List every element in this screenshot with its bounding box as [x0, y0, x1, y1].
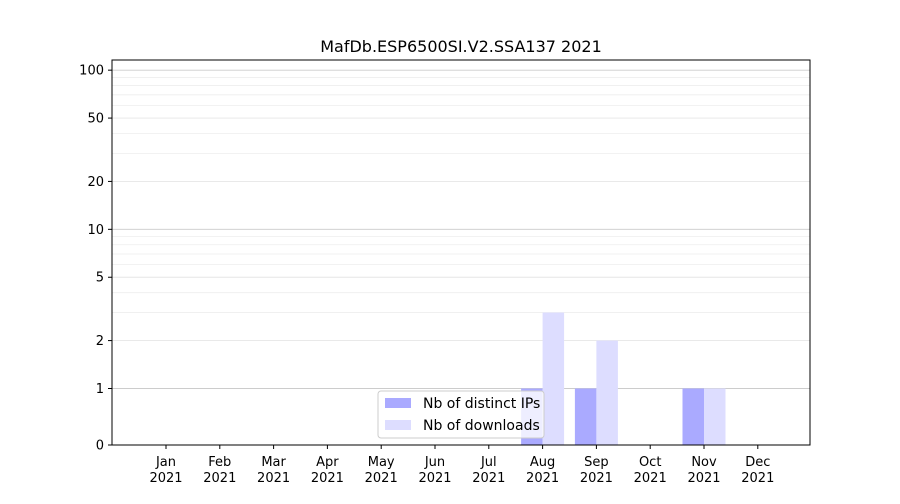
x-tick-label-year: 2021	[472, 471, 505, 486]
bar-distinct-ips-sep	[574, 388, 597, 445]
y-tick-label: 1	[96, 382, 104, 397]
legend-label-downloads: Nb of downloads	[423, 418, 540, 434]
y-tick-label: 20	[87, 175, 104, 190]
x-tick-label-year: 2021	[149, 471, 182, 486]
bar-distinct-ips-nov	[682, 388, 704, 445]
x-axis-ticks: Jan2021Feb2021Mar2021Apr2021May2021Jun20…	[149, 445, 774, 486]
legend: Nb of distinct IPs Nb of downloads	[377, 390, 545, 439]
x-tick-label-year: 2021	[580, 471, 613, 486]
x-tick-label-month: Apr	[316, 455, 339, 470]
x-tick-label-month: Feb	[208, 455, 231, 470]
x-tick-label-month: Dec	[745, 455, 770, 470]
bar-downloads-nov	[704, 388, 726, 445]
x-tick-label-month: Jul	[480, 455, 497, 470]
x-tick-label-month: Aug	[530, 455, 555, 470]
y-tick-label: 100	[79, 64, 104, 79]
bars	[521, 312, 726, 445]
y-tick-label: 2	[96, 334, 104, 349]
x-tick-label-month: Sep	[584, 455, 609, 470]
y-tick-label: 5	[96, 271, 104, 286]
x-tick-label-month: May	[368, 455, 395, 470]
legend-label-distinct-ips: Nb of distinct IPs	[423, 396, 540, 412]
x-tick-label-year: 2021	[634, 471, 667, 486]
legend-swatch-downloads	[385, 420, 411, 430]
x-tick-label-year: 2021	[741, 471, 774, 486]
x-tick-label-year: 2021	[311, 471, 344, 486]
bar-downloads-sep	[596, 340, 618, 445]
x-tick-label-year: 2021	[687, 471, 720, 486]
x-tick-label-year: 2021	[526, 471, 559, 486]
legend-swatch-distinct-ips	[385, 398, 411, 408]
x-tick-label-month: Jan	[155, 455, 176, 470]
chart-title: MafDb.ESP6500SI.V2.SSA137 2021	[320, 37, 602, 56]
bar-downloads-aug	[542, 312, 565, 445]
legend-frame	[377, 390, 545, 439]
plot-frame	[111, 59, 811, 446]
y-tick-label: 0	[96, 439, 104, 454]
x-tick-label-month: Jun	[424, 455, 445, 470]
x-tick-label-year: 2021	[365, 471, 398, 486]
y-axis-ticks: 0 1 2 5 10 20 50 100	[79, 64, 112, 454]
x-tick-label-year: 2021	[257, 471, 290, 486]
x-tick-label-month: Oct	[639, 455, 661, 470]
x-tick-label-month: Nov	[691, 455, 717, 470]
x-tick-label-month: Mar	[261, 455, 286, 470]
y-tick-label: 10	[87, 223, 104, 238]
x-tick-label-year: 2021	[418, 471, 451, 486]
y-tick-label: 50	[87, 112, 104, 127]
x-tick-label-year: 2021	[203, 471, 236, 486]
